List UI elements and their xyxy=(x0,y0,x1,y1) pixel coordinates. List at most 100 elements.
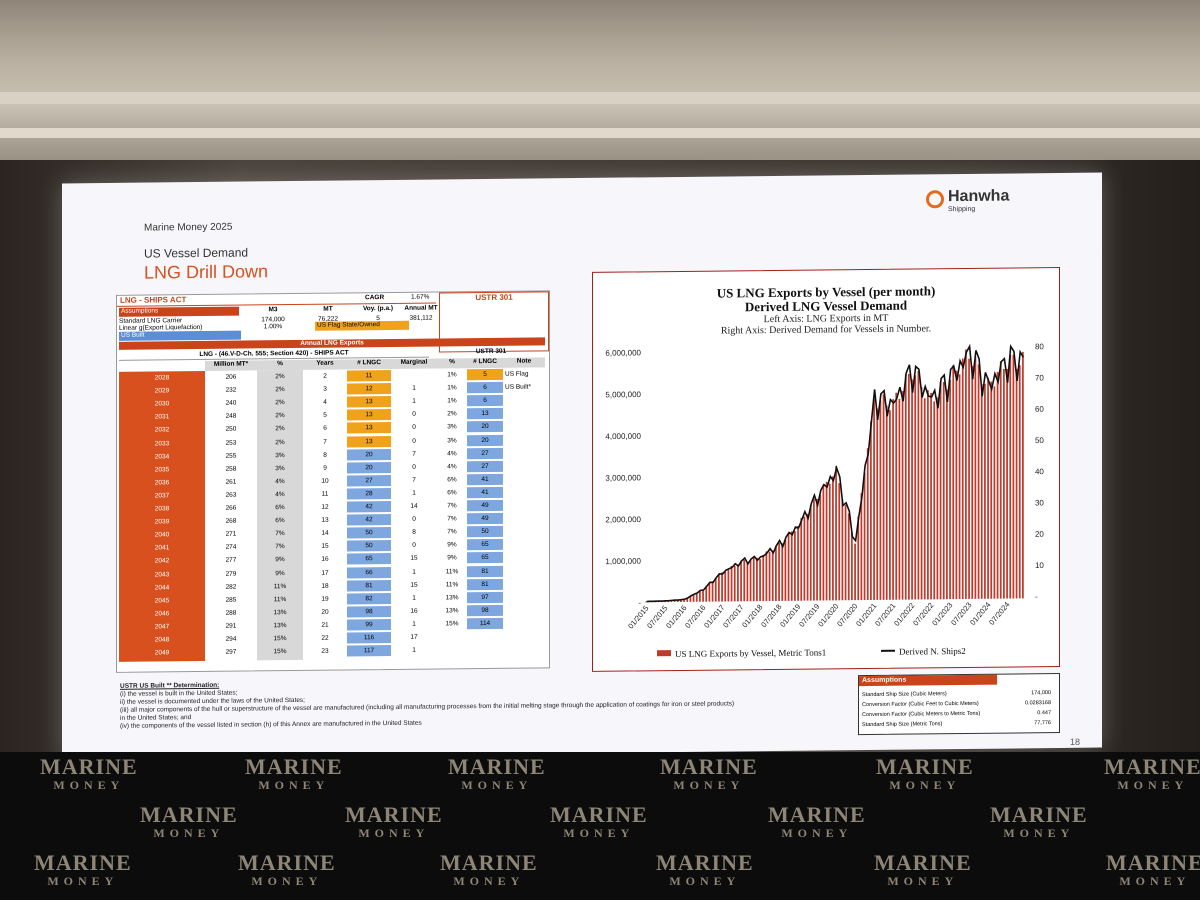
table-cell: 266 xyxy=(225,504,237,512)
table-cell: 14 xyxy=(321,529,329,537)
table-cell: 20 xyxy=(347,461,391,474)
table-cell: 3% xyxy=(275,451,285,459)
chart-bar xyxy=(1009,354,1012,599)
legend-bars: US LNG Exports by Vessel, Metric Tons1 xyxy=(675,647,826,659)
table-cell: 16 xyxy=(321,556,329,564)
table-cell: 49 xyxy=(467,499,503,512)
header-lngc-ustr: # LNGC xyxy=(467,357,503,369)
table-cell: 41 xyxy=(467,486,503,499)
table-cell: 81 xyxy=(347,579,391,592)
header-marginal: Marginal xyxy=(391,358,437,370)
logo-main: MARINE xyxy=(238,850,336,875)
chart-bar xyxy=(645,601,647,603)
asm-row-value: 0.0283168 xyxy=(1025,700,1051,707)
table-cell: 98 xyxy=(467,604,503,617)
right-tick-label: 30 xyxy=(1035,498,1044,507)
chart-bar xyxy=(1006,368,1008,599)
table-cell: 7% xyxy=(447,502,457,510)
assumptions-box-label: Assumptions xyxy=(859,674,997,687)
logo-main: MARINE xyxy=(1104,754,1200,779)
chart-bar xyxy=(984,383,986,599)
logo-sub: MONEY xyxy=(563,826,635,840)
table-cell: 42 xyxy=(347,514,391,526)
logo-sub: MONEY xyxy=(453,874,525,888)
table-cell: 20 xyxy=(467,421,503,433)
table-cell: 97 xyxy=(467,591,503,603)
table-cell: 2041 xyxy=(154,544,170,552)
ustr-title: USTR 301 xyxy=(475,292,513,303)
table-cell: 65 xyxy=(347,553,391,565)
logo-sub: MONEY xyxy=(251,874,323,888)
left-tick-label: 2,000,000 xyxy=(605,515,641,524)
logo-main: MARINE xyxy=(40,754,138,779)
header-note: Note xyxy=(503,357,545,368)
chart-bar xyxy=(847,513,850,601)
logo-main: MARINE xyxy=(440,850,538,875)
brand-sub: Shipping xyxy=(948,205,976,214)
ceiling-molding-lower xyxy=(0,128,1200,138)
chart-bar xyxy=(724,571,727,602)
logo-sub: MONEY xyxy=(889,778,961,792)
table-cell: 2038 xyxy=(154,505,170,513)
marine-money-logo: MARINE MONEY xyxy=(140,804,238,842)
table-cell: 0 xyxy=(412,411,416,419)
ustr-notes: USTR US Built ** Determination: (i) the … xyxy=(120,675,840,731)
chart-bar xyxy=(822,484,825,601)
table-cell: 248 xyxy=(225,412,237,421)
chart-bar xyxy=(733,565,736,602)
table-cell: 279 xyxy=(225,570,237,578)
table-cell: 8 xyxy=(323,451,327,459)
table-cell xyxy=(437,631,467,642)
asm-row-value: 0.447 xyxy=(1037,710,1051,717)
chart-bar xyxy=(879,400,882,600)
table-cell: 13% xyxy=(445,593,459,602)
chart-bar xyxy=(784,539,787,601)
chart-bar xyxy=(851,532,853,601)
table-cell xyxy=(391,370,437,381)
table-cell: 11 xyxy=(321,490,329,498)
ceiling-molding xyxy=(0,92,1200,104)
table-cell: 14 xyxy=(410,502,418,510)
table-cell: 4% xyxy=(447,462,457,471)
table-cell: 13 xyxy=(467,408,503,420)
chart-bar xyxy=(898,398,901,600)
chart-bar xyxy=(746,561,749,602)
asm-row-label: Conversion Factor (Cubic Feet to Cubic M… xyxy=(862,700,979,709)
table-cell: 66 xyxy=(347,566,391,578)
chart-bar xyxy=(996,371,999,599)
assump-col-m3: M3 xyxy=(268,306,278,314)
table-cell: 288 xyxy=(225,609,237,617)
logo-sub: MONEY xyxy=(1003,826,1075,840)
chart-bar xyxy=(854,543,856,601)
table-cell: 17 xyxy=(410,633,418,641)
ships-act-table: LNG - SHIPS ACT CAGR 1.67% USTR 301 Assu… xyxy=(116,290,550,673)
marine-money-logo: MARINE MONEY xyxy=(345,804,443,842)
left-tick-label: 5,000,000 xyxy=(605,390,641,399)
chart-bar xyxy=(1018,365,1021,599)
marine-money-logo: MARINE MONEY xyxy=(1106,852,1200,890)
table-cell: 294 xyxy=(225,635,237,643)
table-cell: 15% xyxy=(445,620,459,628)
header-million-mt: Million MT* xyxy=(205,360,257,371)
table-cell: 13 xyxy=(347,435,391,447)
table-cell: 263 xyxy=(225,491,237,499)
table-cell: 7 xyxy=(323,438,327,446)
chart-bar xyxy=(1022,351,1024,599)
table-cell: 1 xyxy=(412,489,416,497)
table-cell: 2037 xyxy=(154,492,170,500)
table-cell: 15 xyxy=(410,581,418,589)
marine-money-logo: MARINE MONEY xyxy=(40,756,138,794)
table-cell: 15 xyxy=(321,542,329,551)
table-cell: 250 xyxy=(225,426,237,434)
table-cell: 6 xyxy=(467,395,503,407)
slide-subtitle: US Vessel Demand xyxy=(144,245,249,261)
chart-bar xyxy=(863,472,866,601)
chart-bar xyxy=(806,513,809,601)
logo-main: MARINE xyxy=(1106,850,1200,875)
logo-main: MARINE xyxy=(140,802,238,827)
table-cell: 2035 xyxy=(154,466,170,474)
chart-bar xyxy=(775,545,777,601)
chart-bar xyxy=(870,421,872,600)
chart-bar xyxy=(721,572,723,602)
table-cell: 65 xyxy=(467,552,503,564)
